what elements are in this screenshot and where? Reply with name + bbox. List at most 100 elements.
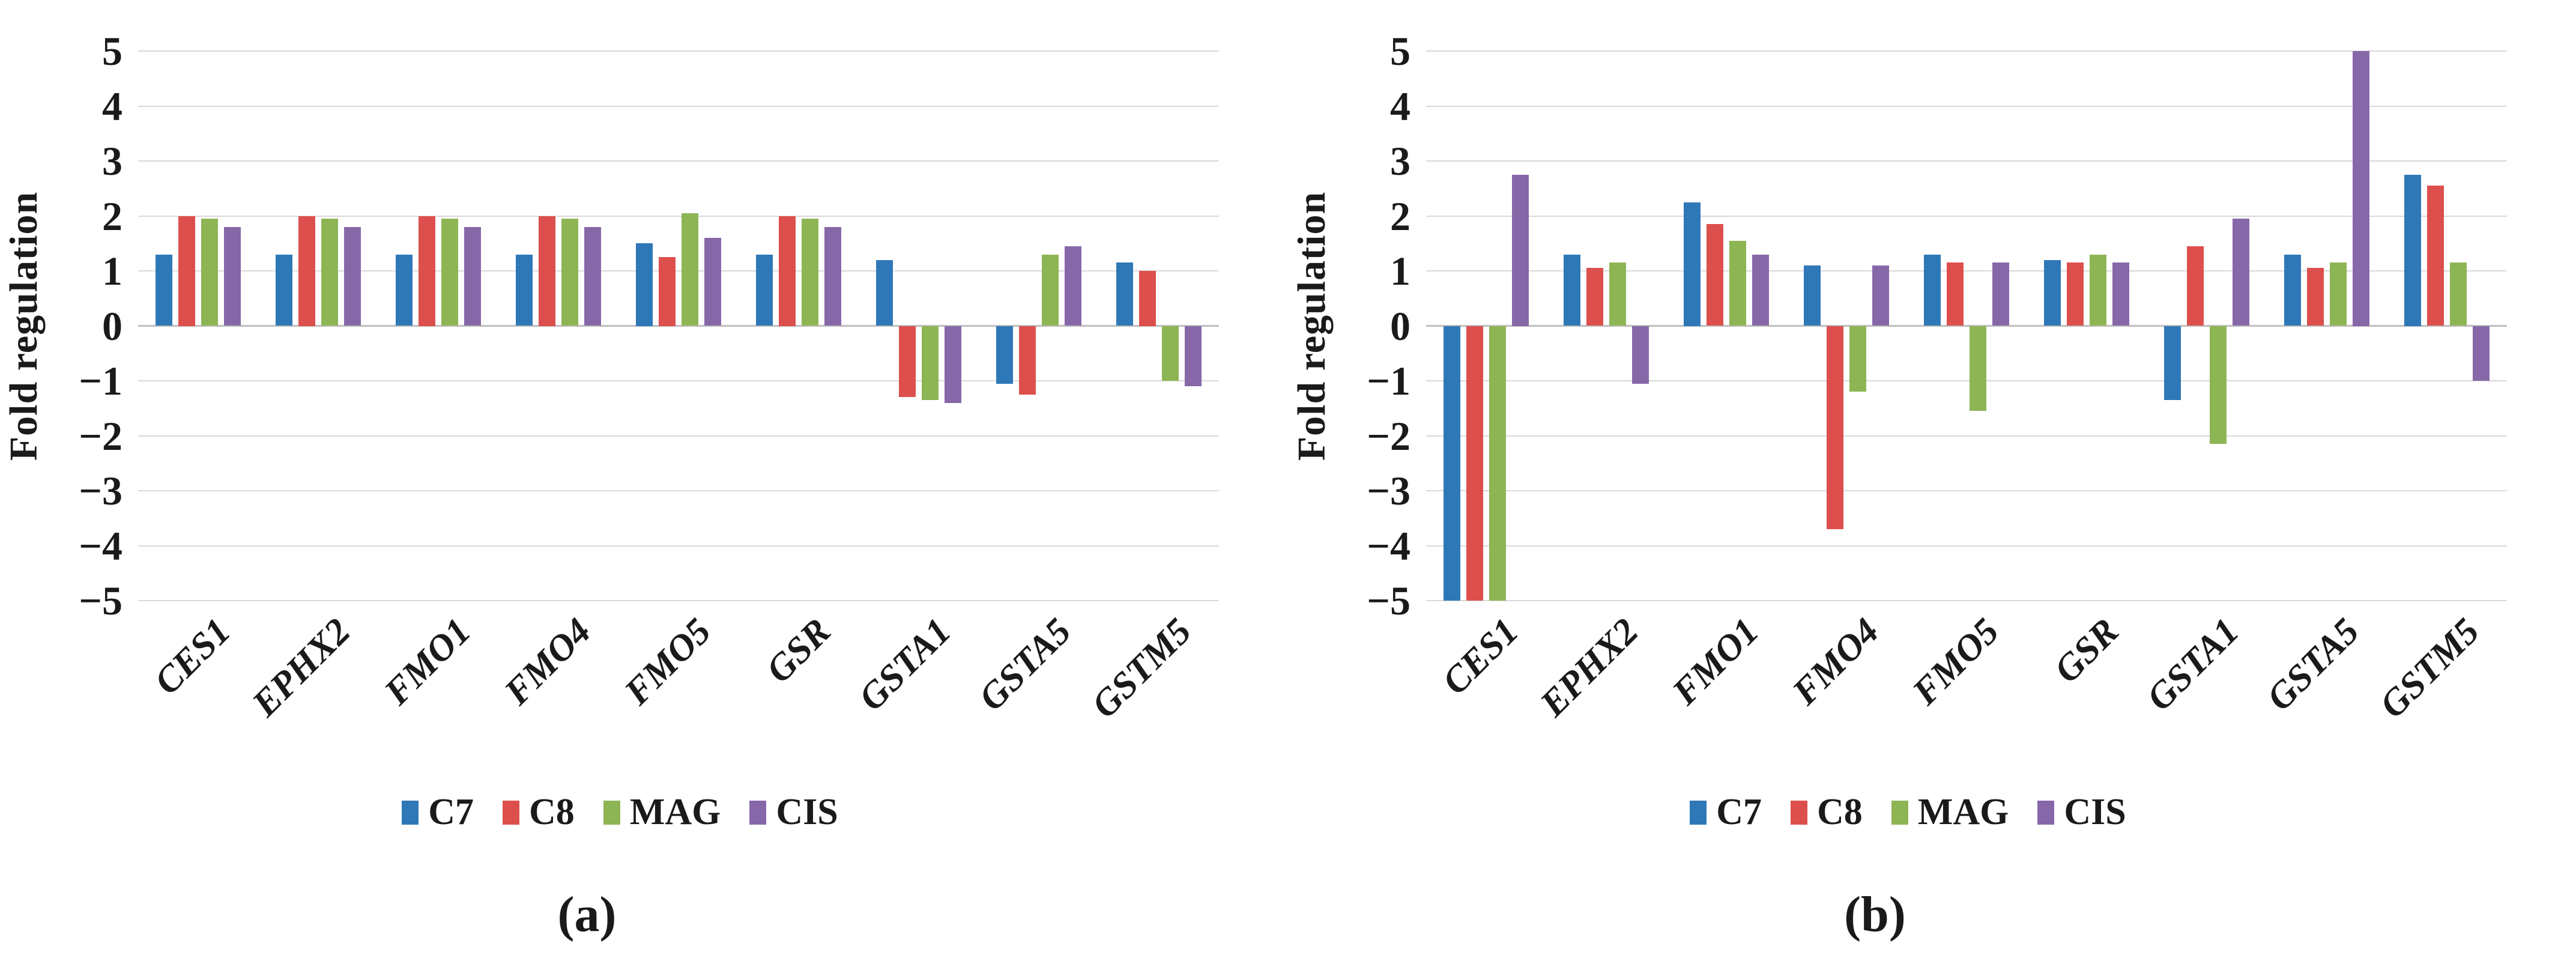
y-axis-ticks: 5 4 3 2 1 0 −1 −2 −3 −4 −5: [48, 30, 138, 622]
x-category-label: FMO4: [496, 610, 599, 713]
gridline: [1426, 545, 2507, 547]
bar-c7-ephx2: [1564, 254, 1580, 326]
y-axis-title: Fold regulation: [0, 51, 48, 601]
bar-mag-ephx2: [1609, 262, 1626, 326]
bar-c7-fmo4: [1804, 265, 1821, 326]
bar-cis-gsta5: [1065, 246, 1081, 326]
bar-cis-fmo5: [1992, 262, 2009, 326]
bar-c7-ces1: [1444, 326, 1460, 601]
gridline: [1426, 435, 2507, 437]
bar-c8-ces1: [178, 216, 195, 326]
legend-item: C8: [503, 791, 575, 834]
legend-label: CIS: [776, 792, 838, 832]
bar-mag-gstm5: [2450, 262, 2467, 326]
gridline: [138, 50, 1219, 52]
bar-cis-fmo1: [464, 226, 481, 326]
bar-c7-fmo1: [396, 254, 413, 326]
bar-c8-gsta1: [899, 326, 916, 398]
x-category-label: GSTA1: [851, 610, 959, 719]
bar-mag-gsta1: [922, 326, 939, 401]
y-tick-label: 4: [102, 83, 122, 129]
y-tick-label: −4: [79, 523, 122, 569]
x-category-label: GSTA5: [971, 610, 1079, 719]
x-category-label: GSR: [758, 610, 839, 691]
bar-c7-gsr: [2044, 259, 2061, 326]
bar-c7-gsta5: [996, 326, 1013, 384]
bar-mag-ephx2: [321, 219, 338, 326]
bar-c8-fmo4: [539, 216, 555, 326]
bar-mag-gsta5: [1042, 254, 1059, 326]
legend-swatch-c7: [402, 800, 419, 825]
bar-c7-gstm5: [2404, 174, 2421, 326]
legend-item: C7: [402, 791, 474, 834]
x-category-label: EPHX2: [244, 610, 358, 725]
bar-c7-ephx2: [276, 254, 292, 326]
legend-item: CIS: [2037, 791, 2126, 834]
gridline: [1426, 490, 2507, 491]
y-tick-label: 5: [1390, 28, 1410, 74]
y-tick-label: −5: [79, 578, 122, 623]
legend: C7 C8 MAG CIS: [1264, 791, 2552, 834]
chart-b: Fold regulation 5 4 3 2 1 0 −1 −2 −3 −4 −5 CES1 EPH…: [1288, 30, 2576, 766]
legend-swatch-mag: [1891, 800, 1908, 825]
bar-mag-ces1: [201, 219, 218, 326]
bar-c8-fmo1: [419, 216, 435, 326]
panel-caption: (b): [1844, 887, 1906, 942]
legend-label: C7: [428, 792, 474, 832]
bar-c8-ephx2: [1586, 268, 1603, 326]
bar-cis-ephx2: [344, 226, 361, 326]
bar-cis-fmo4: [1872, 265, 1889, 326]
gridline: [138, 215, 1219, 217]
bar-mag-fmo1: [1729, 240, 1746, 326]
gridline: [138, 490, 1219, 491]
chart-panel-a: Fold regulation 5 4 3 2 1 0 −1 −2 −3 −4 −5 CES1 EPH…: [0, 30, 1288, 942]
bar-c7-fmo1: [1684, 202, 1701, 326]
bar-cis-gsta5: [2353, 51, 2369, 326]
bar-cis-gsta1: [2233, 219, 2249, 326]
y-tick-label: 3: [1390, 138, 1410, 184]
x-category-label: FMO4: [1784, 610, 1887, 713]
x-category-label: GSTA1: [2139, 610, 2247, 719]
bar-mag-fmo4: [561, 219, 578, 326]
x-category-label: FMO1: [376, 610, 479, 713]
y-tick-label: 0: [1390, 303, 1410, 349]
bar-cis-fmo4: [584, 226, 601, 326]
plot-area: [1426, 50, 2507, 601]
bar-c8-fmo1: [1707, 224, 1723, 326]
gridline: [138, 600, 1219, 601]
legend-label: MAG: [629, 792, 721, 832]
y-tick-label: −1: [1367, 358, 1410, 404]
chart-panel-b: Fold regulation 5 4 3 2 1 0 −1 −2 −3 −4 −5 CES1 EPH…: [1288, 0, 2576, 955]
bar-c7-gsta1: [876, 259, 893, 326]
legend-label: CIS: [2064, 792, 2126, 832]
y-tick-label: −3: [1367, 468, 1410, 514]
y-tick-label: −3: [79, 468, 122, 514]
bar-c8-gstm5: [2427, 186, 2444, 326]
legend-item: CIS: [749, 791, 838, 834]
gridline: [1426, 105, 2507, 107]
bar-c8-ces1: [1466, 326, 1483, 601]
bar-cis-ephx2: [1632, 326, 1649, 384]
x-axis-labels: CES1 EPHX2 FMO1 FMO4 FMO5 GSR GSTA1 GSTA5 GSTM5: [138, 601, 1219, 766]
x-category-label: GSR: [2046, 610, 2127, 691]
legend-swatch-cis: [2037, 800, 2055, 825]
bar-cis-gstm5: [1185, 326, 1202, 387]
bar-c7-gsta1: [2164, 326, 2181, 401]
chart-a: Fold regulation 5 4 3 2 1 0 −1 −2 −3 −4 −5 CES1 EPH…: [0, 30, 1288, 766]
x-category-label: GSTA5: [2259, 610, 2367, 719]
legend-swatch-c8: [1791, 800, 1808, 825]
legend-label: C7: [1716, 792, 1762, 832]
bar-c8-gsta5: [2307, 268, 2324, 326]
bar-cis-ces1: [1512, 174, 1529, 326]
bar-c8-gsr: [779, 216, 796, 326]
bar-mag-gsr: [802, 219, 818, 326]
bar-cis-gstm5: [2473, 326, 2490, 381]
legend-swatch-c8: [503, 800, 520, 825]
bar-cis-fmo1: [1752, 254, 1769, 326]
y-tick-label: −5: [1367, 578, 1410, 623]
y-tick-label: 0: [102, 303, 122, 349]
y-tick-label: 5: [102, 28, 122, 74]
gridline: [1426, 600, 2507, 601]
legend-item: MAG: [603, 791, 721, 834]
panel-caption: (a): [557, 887, 617, 942]
